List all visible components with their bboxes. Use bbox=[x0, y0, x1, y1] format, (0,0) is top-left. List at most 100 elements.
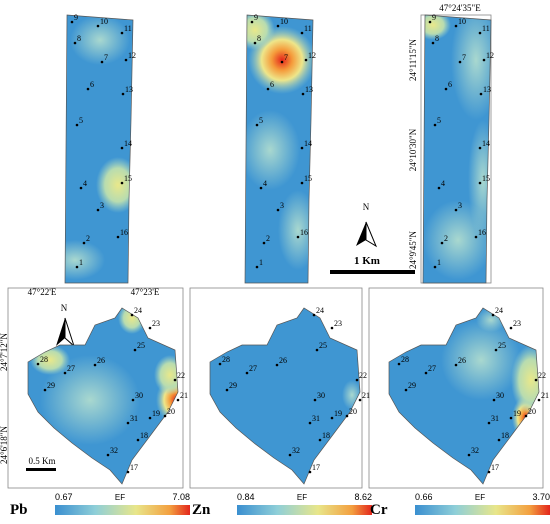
sample-site bbox=[440, 241, 444, 245]
site-label: 2 bbox=[86, 234, 90, 243]
site-label: 19 bbox=[152, 409, 160, 418]
site-label: 18 bbox=[501, 431, 509, 440]
sample-site bbox=[431, 41, 435, 45]
frame bbox=[7, 287, 184, 489]
legend-min: 0.84 bbox=[237, 492, 255, 502]
sample-site bbox=[330, 326, 334, 330]
sample-site bbox=[345, 414, 349, 418]
sample-site bbox=[491, 313, 495, 317]
site-label: 17 bbox=[491, 463, 499, 472]
site-label: 32 bbox=[110, 446, 118, 455]
sample-site bbox=[225, 388, 229, 392]
sample-site bbox=[355, 378, 359, 382]
site-label: 25 bbox=[137, 341, 145, 350]
site-label: 16 bbox=[300, 228, 308, 237]
map-panel bbox=[389, 308, 539, 484]
site-label: 4 bbox=[263, 179, 267, 188]
site-label: 30 bbox=[496, 391, 504, 400]
sample-site bbox=[509, 416, 513, 420]
site-label: 6 bbox=[270, 80, 274, 89]
sample-site bbox=[300, 31, 304, 35]
sample-site bbox=[79, 186, 83, 190]
study-area-outline bbox=[388, 307, 540, 485]
sample-site bbox=[121, 92, 125, 96]
site-label: 22 bbox=[177, 371, 185, 380]
site-label: 17 bbox=[130, 463, 138, 472]
site-label: 29 bbox=[408, 381, 416, 390]
site-label: 2 bbox=[266, 234, 270, 243]
longitude: 47°22'E bbox=[28, 287, 57, 297]
sample-site bbox=[218, 362, 222, 366]
sample-site bbox=[308, 421, 312, 425]
site-label: 15 bbox=[482, 174, 490, 183]
sample-site bbox=[275, 363, 279, 367]
scale-bar bbox=[26, 468, 56, 471]
site-label: 20 bbox=[349, 407, 357, 416]
site-label: 13 bbox=[483, 85, 491, 94]
sample-site bbox=[266, 87, 270, 91]
study-area-outline bbox=[64, 14, 134, 284]
site-label: 7 bbox=[104, 53, 108, 62]
sample-site bbox=[454, 363, 458, 367]
legend-max: 3.70 bbox=[532, 492, 550, 502]
site-label: 20 bbox=[167, 407, 175, 416]
site-label: 31 bbox=[312, 414, 320, 423]
site-label: 3 bbox=[458, 201, 462, 210]
site-label: 27 bbox=[249, 364, 257, 373]
sample-site bbox=[315, 348, 319, 352]
sample-site bbox=[397, 362, 401, 366]
sample-site bbox=[433, 123, 437, 127]
color-ramp bbox=[237, 505, 372, 515]
sample-site bbox=[478, 31, 482, 35]
sample-site bbox=[245, 371, 249, 375]
legend-element: Cr bbox=[370, 502, 388, 518]
sample-site bbox=[330, 416, 334, 420]
study-area bbox=[65, 15, 133, 283]
north-label: N bbox=[363, 202, 370, 212]
site-label: 31 bbox=[491, 414, 499, 423]
sample-site bbox=[136, 438, 140, 442]
sample-site bbox=[494, 348, 498, 352]
site-label: 21 bbox=[362, 391, 370, 400]
sample-site bbox=[262, 241, 266, 245]
sample-site bbox=[93, 363, 97, 367]
sample-site bbox=[255, 123, 259, 127]
site-label: 6 bbox=[90, 80, 94, 89]
site-label: 11 bbox=[482, 24, 490, 33]
site-label: 25 bbox=[319, 341, 327, 350]
sample-site bbox=[424, 371, 428, 375]
site-label: 1 bbox=[79, 258, 83, 267]
site-label: 8 bbox=[435, 34, 439, 43]
north-arrow bbox=[365, 221, 378, 248]
sample-site bbox=[487, 421, 491, 425]
sample-site bbox=[479, 92, 483, 96]
site-label: 3 bbox=[100, 201, 104, 210]
sample-site bbox=[280, 60, 284, 64]
site-label: 12 bbox=[308, 51, 316, 60]
study-area bbox=[210, 308, 360, 484]
site-label: 5 bbox=[259, 116, 263, 125]
study-area-outline bbox=[422, 14, 492, 284]
site-label: 13 bbox=[125, 85, 133, 94]
sample-site bbox=[75, 123, 79, 127]
site-label: 22 bbox=[538, 371, 546, 380]
legend-element: Zn bbox=[192, 502, 211, 518]
sample-site bbox=[537, 398, 541, 402]
sample-site bbox=[276, 24, 280, 28]
sample-site bbox=[276, 208, 280, 212]
sample-site bbox=[250, 20, 254, 24]
site-label: 10 bbox=[280, 17, 288, 26]
sample-site bbox=[509, 326, 513, 330]
sample-site bbox=[86, 87, 90, 91]
site-label: 26 bbox=[458, 356, 466, 365]
map-panel bbox=[210, 308, 360, 484]
sample-site bbox=[492, 398, 496, 402]
map-panel bbox=[245, 15, 313, 283]
site-label: 28 bbox=[40, 355, 48, 364]
sample-site bbox=[304, 58, 308, 62]
site-label: 5 bbox=[79, 116, 83, 125]
site-label: 26 bbox=[97, 356, 105, 365]
site-label: 26 bbox=[279, 356, 287, 365]
site-label: 11 bbox=[304, 24, 312, 33]
sample-site bbox=[133, 348, 137, 352]
